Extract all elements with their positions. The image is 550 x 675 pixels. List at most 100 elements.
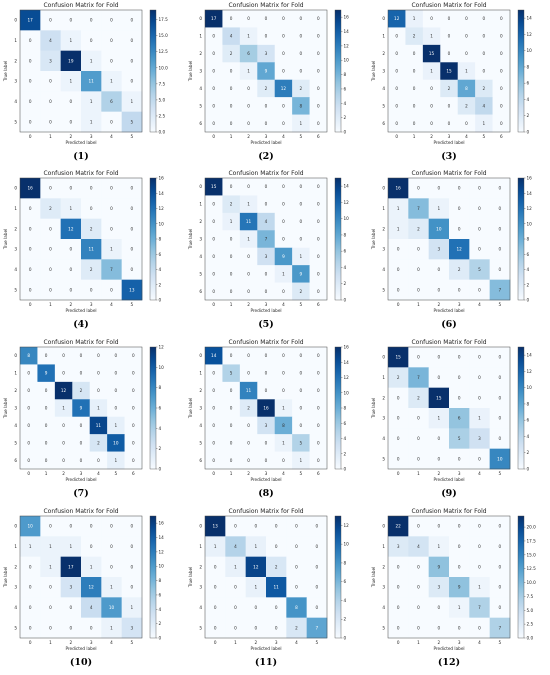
cell-value: 0 [317,254,320,259]
colorbar [149,515,157,639]
matrix-cell [20,239,41,260]
matrix-cell [20,516,41,537]
chart-title: Confusion Matrix for Fold [411,2,486,9]
colorbar-tick-label: 8 [159,237,162,242]
y-tick-label: 4 [382,436,385,441]
colorbar-tick-label: 2.5 [159,113,166,118]
cell-value: 1 [62,406,65,411]
matrix-cell [205,62,223,81]
matrix-cell [309,230,328,249]
matrix-cell [205,597,226,618]
cell-value: 2 [265,86,268,91]
x-tick-label: 2 [437,302,440,307]
cell-value: 0 [230,458,233,463]
matrix-cell [422,27,441,46]
cell-value: 4 [90,605,93,610]
cell-value: 0 [130,186,133,191]
matrix-cell [309,451,328,470]
matrix-cell [405,44,424,63]
matrix-cell [492,62,511,81]
x-tick-label: 2 [69,302,72,307]
matrix-cell [292,212,310,231]
matrix-cell [222,195,241,214]
matrix-cell [60,30,82,51]
matrix-cell [225,617,246,639]
y-tick-label: 1 [14,38,17,43]
cell-value: 0 [448,103,451,108]
cell-value: 6 [458,416,461,421]
matrix-cell [449,239,470,260]
cell-value: 0 [498,585,501,590]
cell-value: 10 [436,226,442,231]
plot-frame [19,346,143,470]
x-tick-label: 0 [212,471,215,476]
y-tick-label: 3 [14,247,17,252]
cell-value: 0 [300,219,303,224]
matrix-cell [428,597,450,618]
cell-value: 0 [110,58,113,63]
cell-value: 0 [498,395,501,400]
cell-value: 0 [212,237,215,242]
cell-value: 0 [97,388,100,393]
matrix-cell [40,91,61,112]
matrix-cell [292,27,310,46]
colorbar-tick-label: 6 [344,421,347,426]
matrix-cell [469,239,490,260]
cell-value: 2 [275,564,278,569]
cell-value: 0 [315,585,318,590]
matrix-cell [40,536,61,557]
cell-value: 0 [397,395,400,400]
matrix-cell [286,617,307,639]
matrix-cell [101,597,122,618]
cell-value: 0 [45,423,48,428]
cell-value: 0 [483,16,486,21]
panel-caption: (1) [73,151,89,162]
matrix-cell [408,556,429,578]
matrix-cell [286,516,307,537]
cell-value: 0 [275,605,278,610]
colorbar-tick-label: 10 [527,48,533,53]
colorbar-tick-label: 8 [159,385,162,390]
cell-value: 0 [29,79,32,84]
matrix-cell [257,62,276,81]
matrix-cell [205,265,223,283]
cell-value: 0 [247,184,250,189]
cell-value: 15 [446,69,452,74]
cell-value: 0 [317,16,320,21]
chart-title: Confusion Matrix for Fold [228,170,303,177]
cell-value: 0 [437,456,440,461]
y-tick-label: 5 [382,287,385,292]
colorbar-tick-label: 12 [159,549,165,554]
cell-value: 0 [247,423,250,428]
matrix-cell [449,577,470,598]
x-tick-label: 0 [212,302,215,307]
cell-value: 1 [458,605,461,610]
matrix-cell [428,387,450,409]
y-tick-label: 5 [382,103,385,108]
cell-value: 0 [230,69,233,74]
matrix-cell [40,111,61,133]
matrix-cell [205,230,223,249]
matrix-cell [101,50,122,72]
matrix-cell [124,416,143,435]
matrix-cell [72,347,91,365]
cell-value: 0 [397,436,400,441]
cell-value: 8 [300,103,303,108]
matrix-cell [225,556,246,578]
cell-value: 0 [132,371,135,376]
cell-value: 8 [282,423,285,428]
cell-value: 0 [478,375,481,380]
matrix-cell [40,30,61,51]
matrix-cell [286,577,307,598]
cell-value: 7 [315,625,318,630]
cell-value: 6 [110,99,113,104]
matrix-cell [457,10,476,28]
y-tick-label: 1 [199,202,202,207]
cell-value: 0 [45,440,48,445]
cell-value: 0 [212,289,215,294]
cell-value: 17 [211,16,217,21]
cell-value: 15 [395,355,401,360]
cell-value: 3 [69,585,72,590]
